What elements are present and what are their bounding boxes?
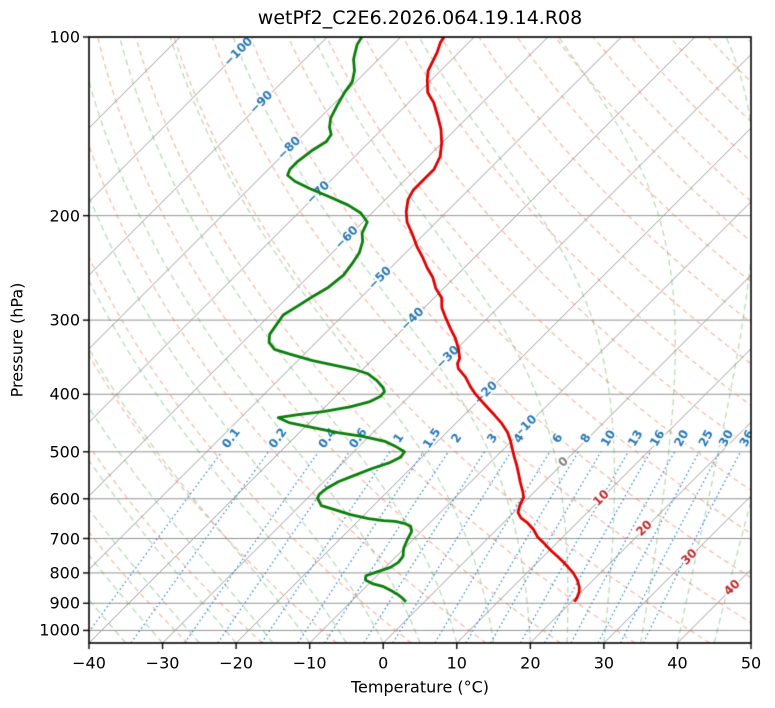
y-tick-label: 300 [49,310,80,330]
x-tick-label: 50 [740,653,762,673]
x-tick-label: −20 [219,653,253,673]
y-tick-label: 500 [49,442,80,462]
y-tick-label: 400 [49,384,80,404]
y-axis-title: Pressure (hPa) [7,282,27,398]
y-tick-label: 1000 [39,620,80,640]
y-tick-label: 600 [49,489,80,509]
y-tick-label: 100 [49,27,80,47]
x-tick-label: 40 [667,653,688,673]
x-tick-label: 10 [446,653,467,673]
y-tick-label: 200 [49,206,80,226]
y-tick-label: 700 [49,529,80,548]
y-tick-label: 800 [49,563,80,583]
x-tick-label: −10 [292,653,327,673]
x-tick-label: −30 [145,653,180,673]
x-tick-label: −40 [72,653,106,673]
chart-title: wetPf2_C2E6.2026.064.19.14.R08 [257,7,583,29]
y-tick-label: 900 [49,593,80,613]
x-tick-label: 20 [520,653,541,673]
x-axis-title: Temperature (°C) [350,677,490,697]
x-tick-label: 30 [593,653,615,673]
x-tick-label: 0 [378,653,389,673]
